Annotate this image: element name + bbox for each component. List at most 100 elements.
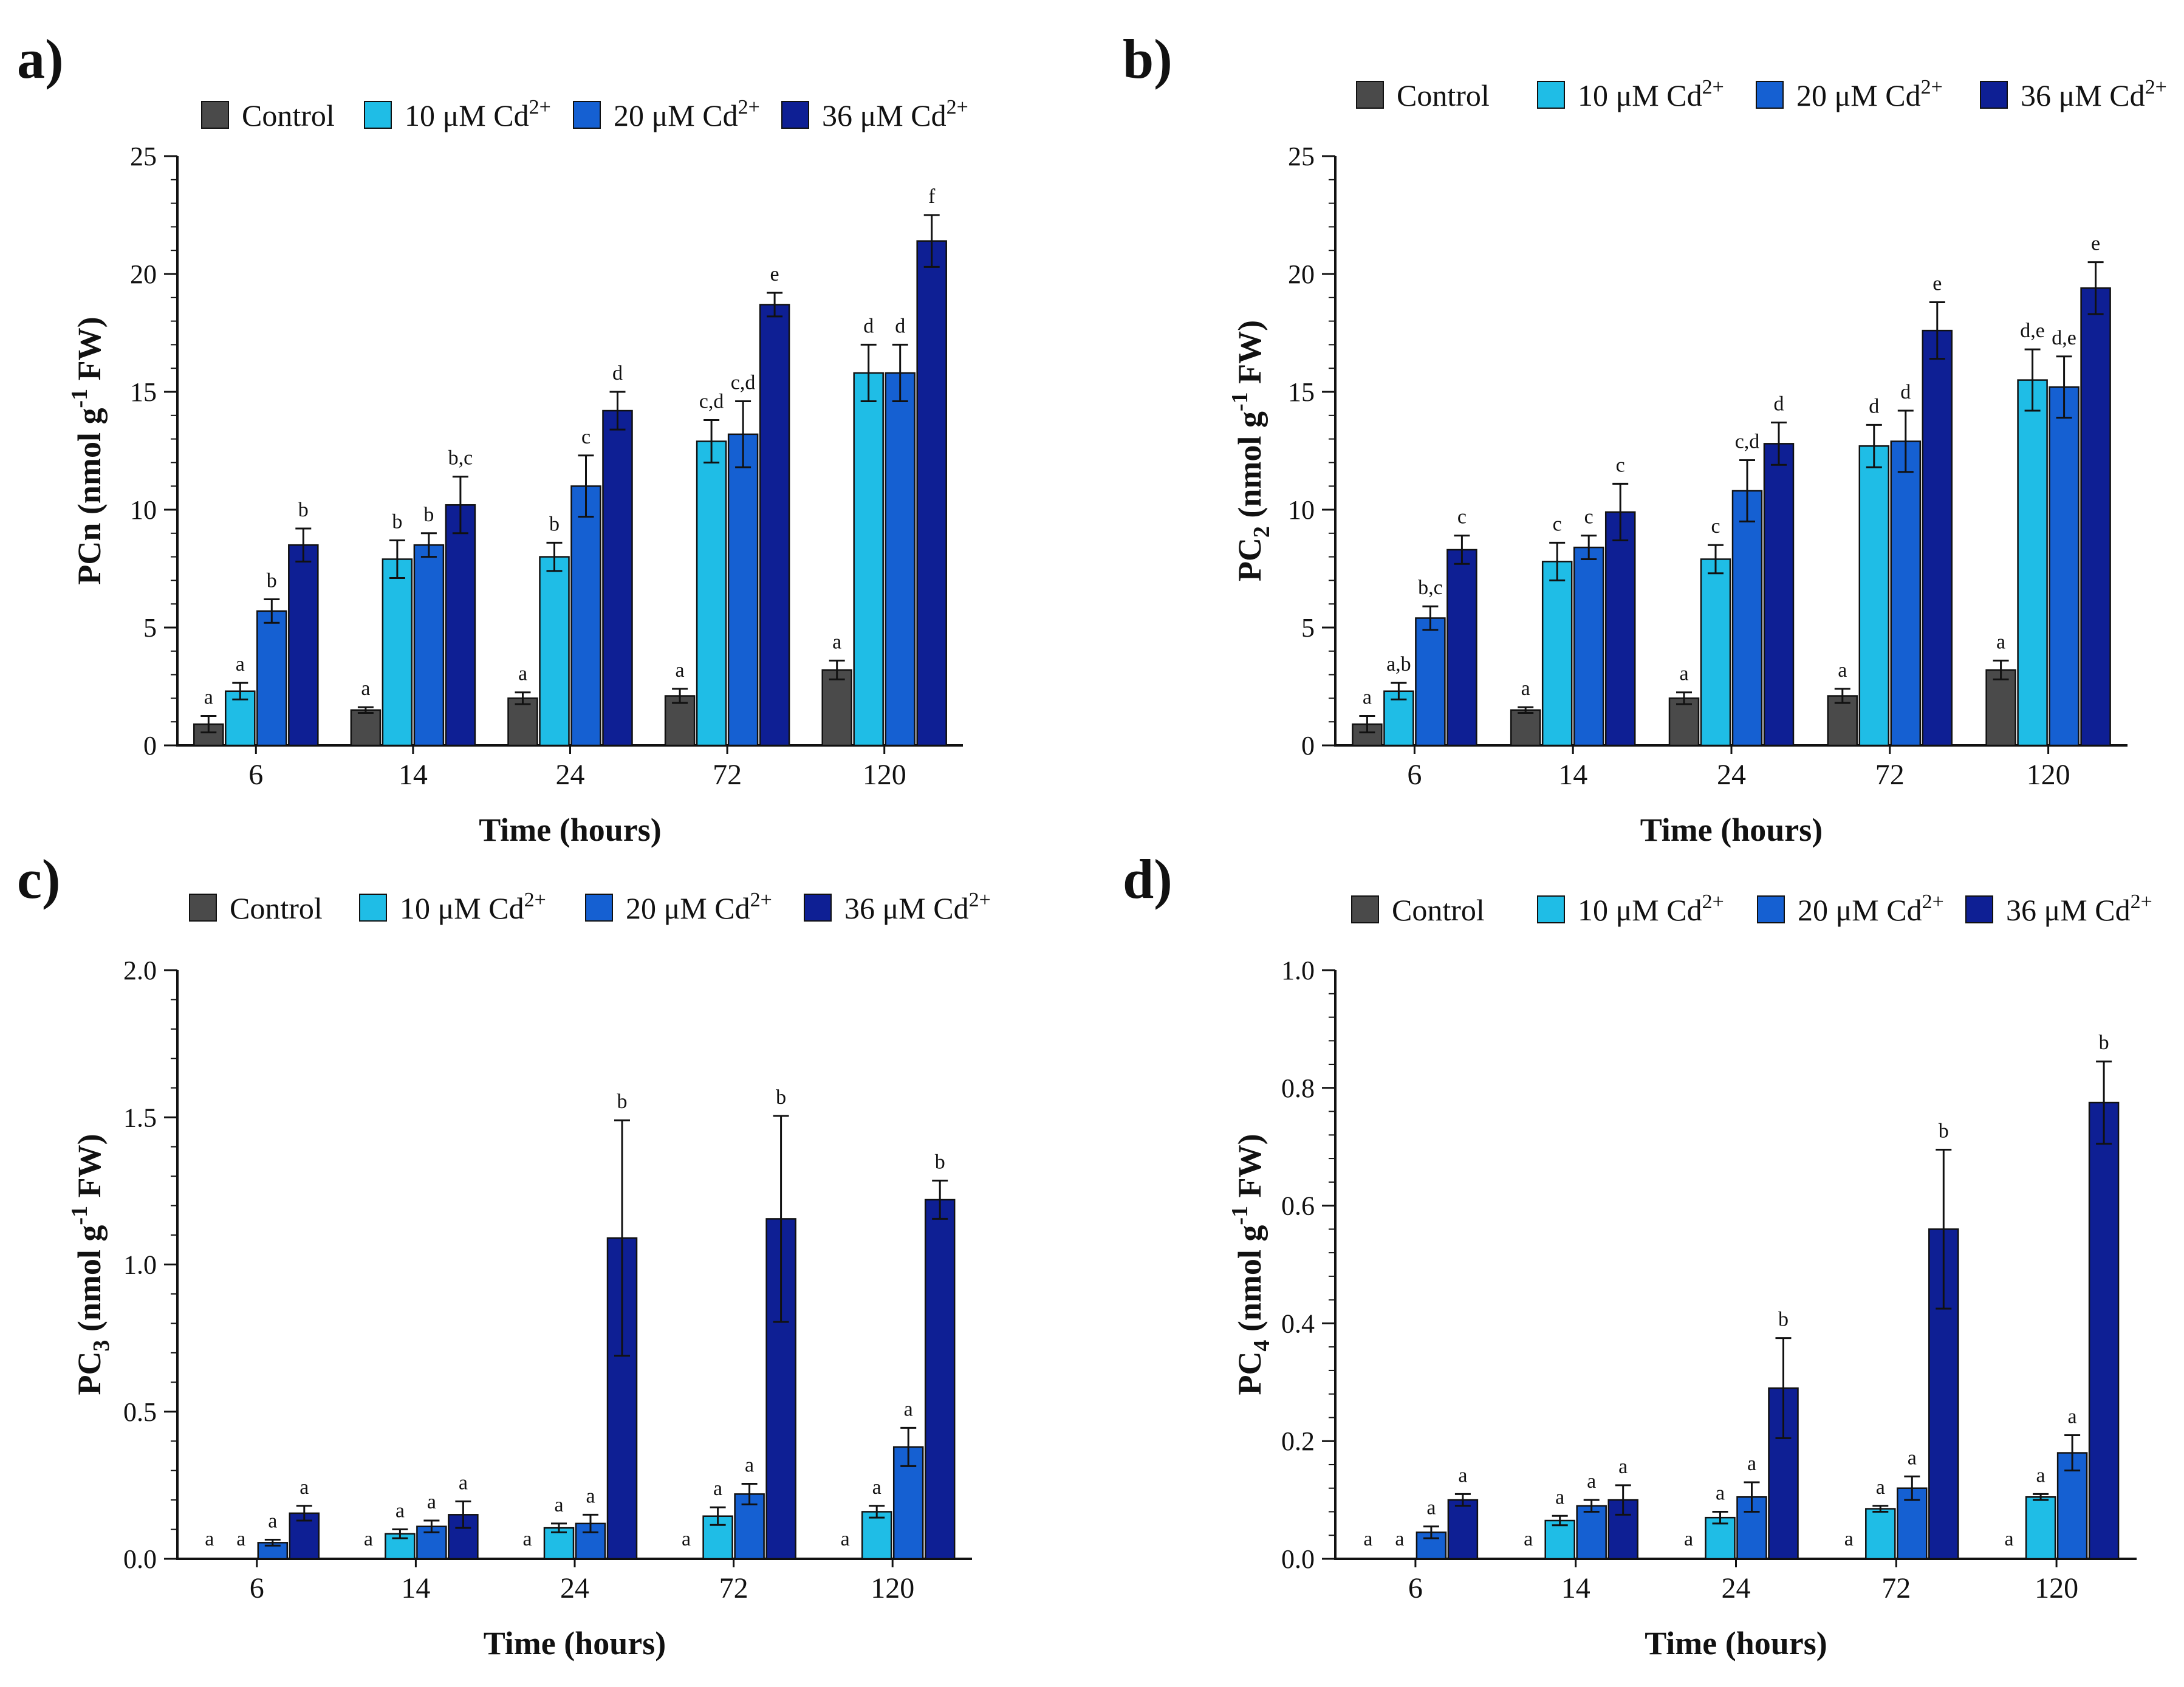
bar bbox=[445, 504, 476, 747]
significance-label: d bbox=[1869, 395, 1879, 417]
y-tick-label: 0.2 bbox=[1281, 1426, 1315, 1456]
legend-swatch bbox=[1537, 81, 1565, 109]
legend-label-text: 10 μM Cd bbox=[1578, 893, 1702, 927]
legend-label: Control bbox=[1397, 78, 1490, 112]
x-tick-label: 72 bbox=[719, 1572, 748, 1604]
y-axis-title: PC4 (nmol g-1 FW) bbox=[1227, 1134, 1275, 1395]
legend-label: 10 μM Cd2+ bbox=[405, 96, 551, 132]
significance-label: a bbox=[1747, 1453, 1756, 1475]
x-tick-label: 14 bbox=[399, 759, 428, 791]
significance-label: a bbox=[1555, 1486, 1564, 1508]
y-axis-title-main: PCn (nmol g bbox=[71, 408, 108, 585]
significance-label: c,d bbox=[699, 391, 724, 413]
x-axis-title: Time (hours) bbox=[484, 1625, 666, 1661]
significance-label: d,e bbox=[2020, 320, 2045, 342]
y-axis-title-tail: FW) bbox=[71, 317, 108, 388]
significance-label: e bbox=[2091, 233, 2100, 255]
y-tick-label: 20 bbox=[1288, 259, 1315, 289]
bar bbox=[1731, 490, 1763, 747]
significance-label: a bbox=[1716, 1482, 1725, 1504]
significance-label: a bbox=[1996, 631, 2005, 653]
bar bbox=[1922, 329, 1953, 747]
significance-label: a bbox=[1363, 686, 1372, 709]
y-tick-label: 10 bbox=[1288, 495, 1315, 525]
bar bbox=[256, 610, 287, 747]
x-tick-label: 24 bbox=[1722, 1572, 1751, 1604]
x-tick-label: 72 bbox=[1875, 759, 1905, 791]
significance-label: a bbox=[1618, 1456, 1628, 1478]
y-tick-label: 1.0 bbox=[1281, 956, 1315, 985]
significance-label: a bbox=[904, 1398, 913, 1420]
legend-swatch bbox=[585, 894, 613, 922]
y-axis-title: PC2 (nmol g-1 FW) bbox=[1227, 320, 1275, 581]
significance-label: a bbox=[841, 1528, 850, 1550]
y-axis-title-main: PC bbox=[1231, 538, 1268, 581]
significance-label: b bbox=[1778, 1309, 1789, 1331]
bar bbox=[1865, 1508, 1896, 1560]
bar bbox=[1541, 561, 1573, 747]
y-tick-label: 0 bbox=[143, 731, 157, 761]
y-tick-label: 0 bbox=[1301, 731, 1315, 761]
significance-label: d bbox=[895, 315, 905, 337]
legend-swatch bbox=[201, 101, 229, 129]
bar bbox=[1576, 1505, 1607, 1560]
bar bbox=[696, 440, 727, 747]
significance-label: b bbox=[935, 1151, 945, 1173]
panel-label-b: b) bbox=[1123, 28, 1172, 90]
significance-label: a bbox=[1395, 1528, 1404, 1550]
significance-label: a bbox=[1524, 1528, 1533, 1550]
y-tick-label: 5 bbox=[1301, 613, 1315, 643]
significance-label: a bbox=[713, 1477, 722, 1500]
bar bbox=[1705, 1516, 1736, 1560]
legend-swatch bbox=[1980, 81, 2008, 109]
legend-label: 10 μM Cd2+ bbox=[400, 889, 546, 925]
x-tick-label: 72 bbox=[1881, 1572, 1911, 1604]
significance-label: d bbox=[1900, 381, 1911, 403]
bar bbox=[1510, 709, 1541, 747]
x-tick-label: 120 bbox=[871, 1572, 914, 1604]
legend-swatch bbox=[804, 894, 832, 922]
y-axis-title: PC3 (nmol g-1 FW) bbox=[67, 1134, 114, 1395]
bar bbox=[225, 690, 256, 747]
significance-label: a bbox=[745, 1454, 754, 1476]
bar bbox=[602, 409, 633, 747]
legend-label-superscript: 2+ bbox=[1921, 76, 1943, 98]
legend-swatch bbox=[573, 101, 601, 129]
significance-label: b bbox=[267, 569, 277, 592]
y-tick-label: 0.0 bbox=[1281, 1544, 1315, 1574]
legend-label-text: Control bbox=[242, 98, 335, 132]
x-tick-label: 120 bbox=[863, 759, 906, 791]
x-axis-title: Time (hours) bbox=[1645, 1625, 1827, 1661]
significance-label: a bbox=[1876, 1476, 1885, 1499]
significance-label: a bbox=[236, 1528, 245, 1550]
bar bbox=[350, 709, 382, 747]
significance-label: b bbox=[392, 510, 402, 533]
x-axis-title: Time (hours) bbox=[479, 812, 662, 848]
significance-label: b bbox=[549, 513, 560, 535]
legend-label-superscript: 2+ bbox=[2131, 891, 2152, 913]
legend-d: Control 10 μM Cd2+ 20 μM Cd2+ 36 μM Cd2+ bbox=[1351, 891, 2152, 927]
y-axis-title: PCn (nmol g-1 FW) bbox=[67, 317, 108, 584]
y-axis-title-superscript: -1 bbox=[1227, 1206, 1253, 1225]
legend-label-text: Control bbox=[230, 891, 323, 925]
bar bbox=[727, 433, 759, 747]
x-tick-label: 24 bbox=[1717, 759, 1746, 791]
significance-label: a bbox=[2068, 1406, 2077, 1428]
bar bbox=[924, 1199, 956, 1560]
chart-panel-a: a)Control 10 μM Cd2+ 20 μM Cd2+ 36 μM Cd2+0… bbox=[17, 28, 968, 848]
significance-label: d bbox=[863, 315, 874, 337]
bar bbox=[2049, 386, 2080, 747]
bar bbox=[1668, 697, 1700, 747]
legend-swatch bbox=[1756, 81, 1784, 109]
legend-label: Control bbox=[1392, 893, 1485, 927]
bar bbox=[853, 372, 884, 747]
bar bbox=[1573, 546, 1604, 747]
legend-label: 36 μM Cd2+ bbox=[2021, 76, 2167, 112]
bar bbox=[1700, 558, 1731, 747]
legend-swatch bbox=[1351, 895, 1379, 923]
bar bbox=[1544, 1519, 1575, 1560]
x-tick-label: 6 bbox=[248, 759, 263, 791]
legend-label-text: 20 μM Cd bbox=[1796, 78, 1921, 112]
legend-label-text: 36 μM Cd bbox=[2006, 893, 2131, 927]
legend-label-text: 10 μM Cd bbox=[400, 891, 524, 925]
